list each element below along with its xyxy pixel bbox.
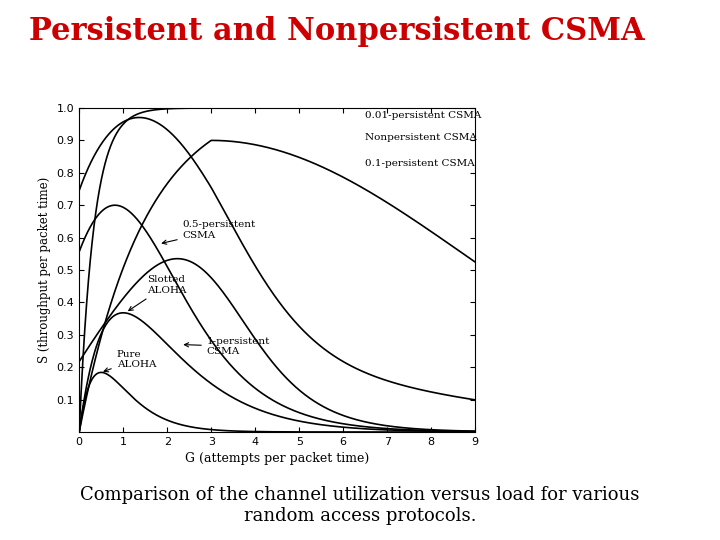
Text: 0.01-persistent CSMA: 0.01-persistent CSMA bbox=[365, 111, 482, 120]
Text: 0.5-persistent
CSMA: 0.5-persistent CSMA bbox=[162, 220, 256, 244]
Text: 1-persistent
CSMA: 1-persistent CSMA bbox=[184, 337, 270, 356]
X-axis label: G (attempts per packet time): G (attempts per packet time) bbox=[185, 453, 369, 465]
Text: 0.1-persistent CSMA: 0.1-persistent CSMA bbox=[365, 159, 475, 168]
Text: Comparison of the channel utilization versus load for various
random access prot: Comparison of the channel utilization ve… bbox=[81, 486, 639, 525]
Text: Persistent and Nonpersistent CSMA: Persistent and Nonpersistent CSMA bbox=[29, 16, 644, 47]
Y-axis label: S (throughput per packet time): S (throughput per packet time) bbox=[38, 177, 51, 363]
Text: Pure
ALOHA: Pure ALOHA bbox=[104, 350, 156, 372]
Text: Slotted
ALOHA: Slotted ALOHA bbox=[129, 275, 187, 310]
Text: Nonpersistent CSMA: Nonpersistent CSMA bbox=[365, 133, 477, 143]
